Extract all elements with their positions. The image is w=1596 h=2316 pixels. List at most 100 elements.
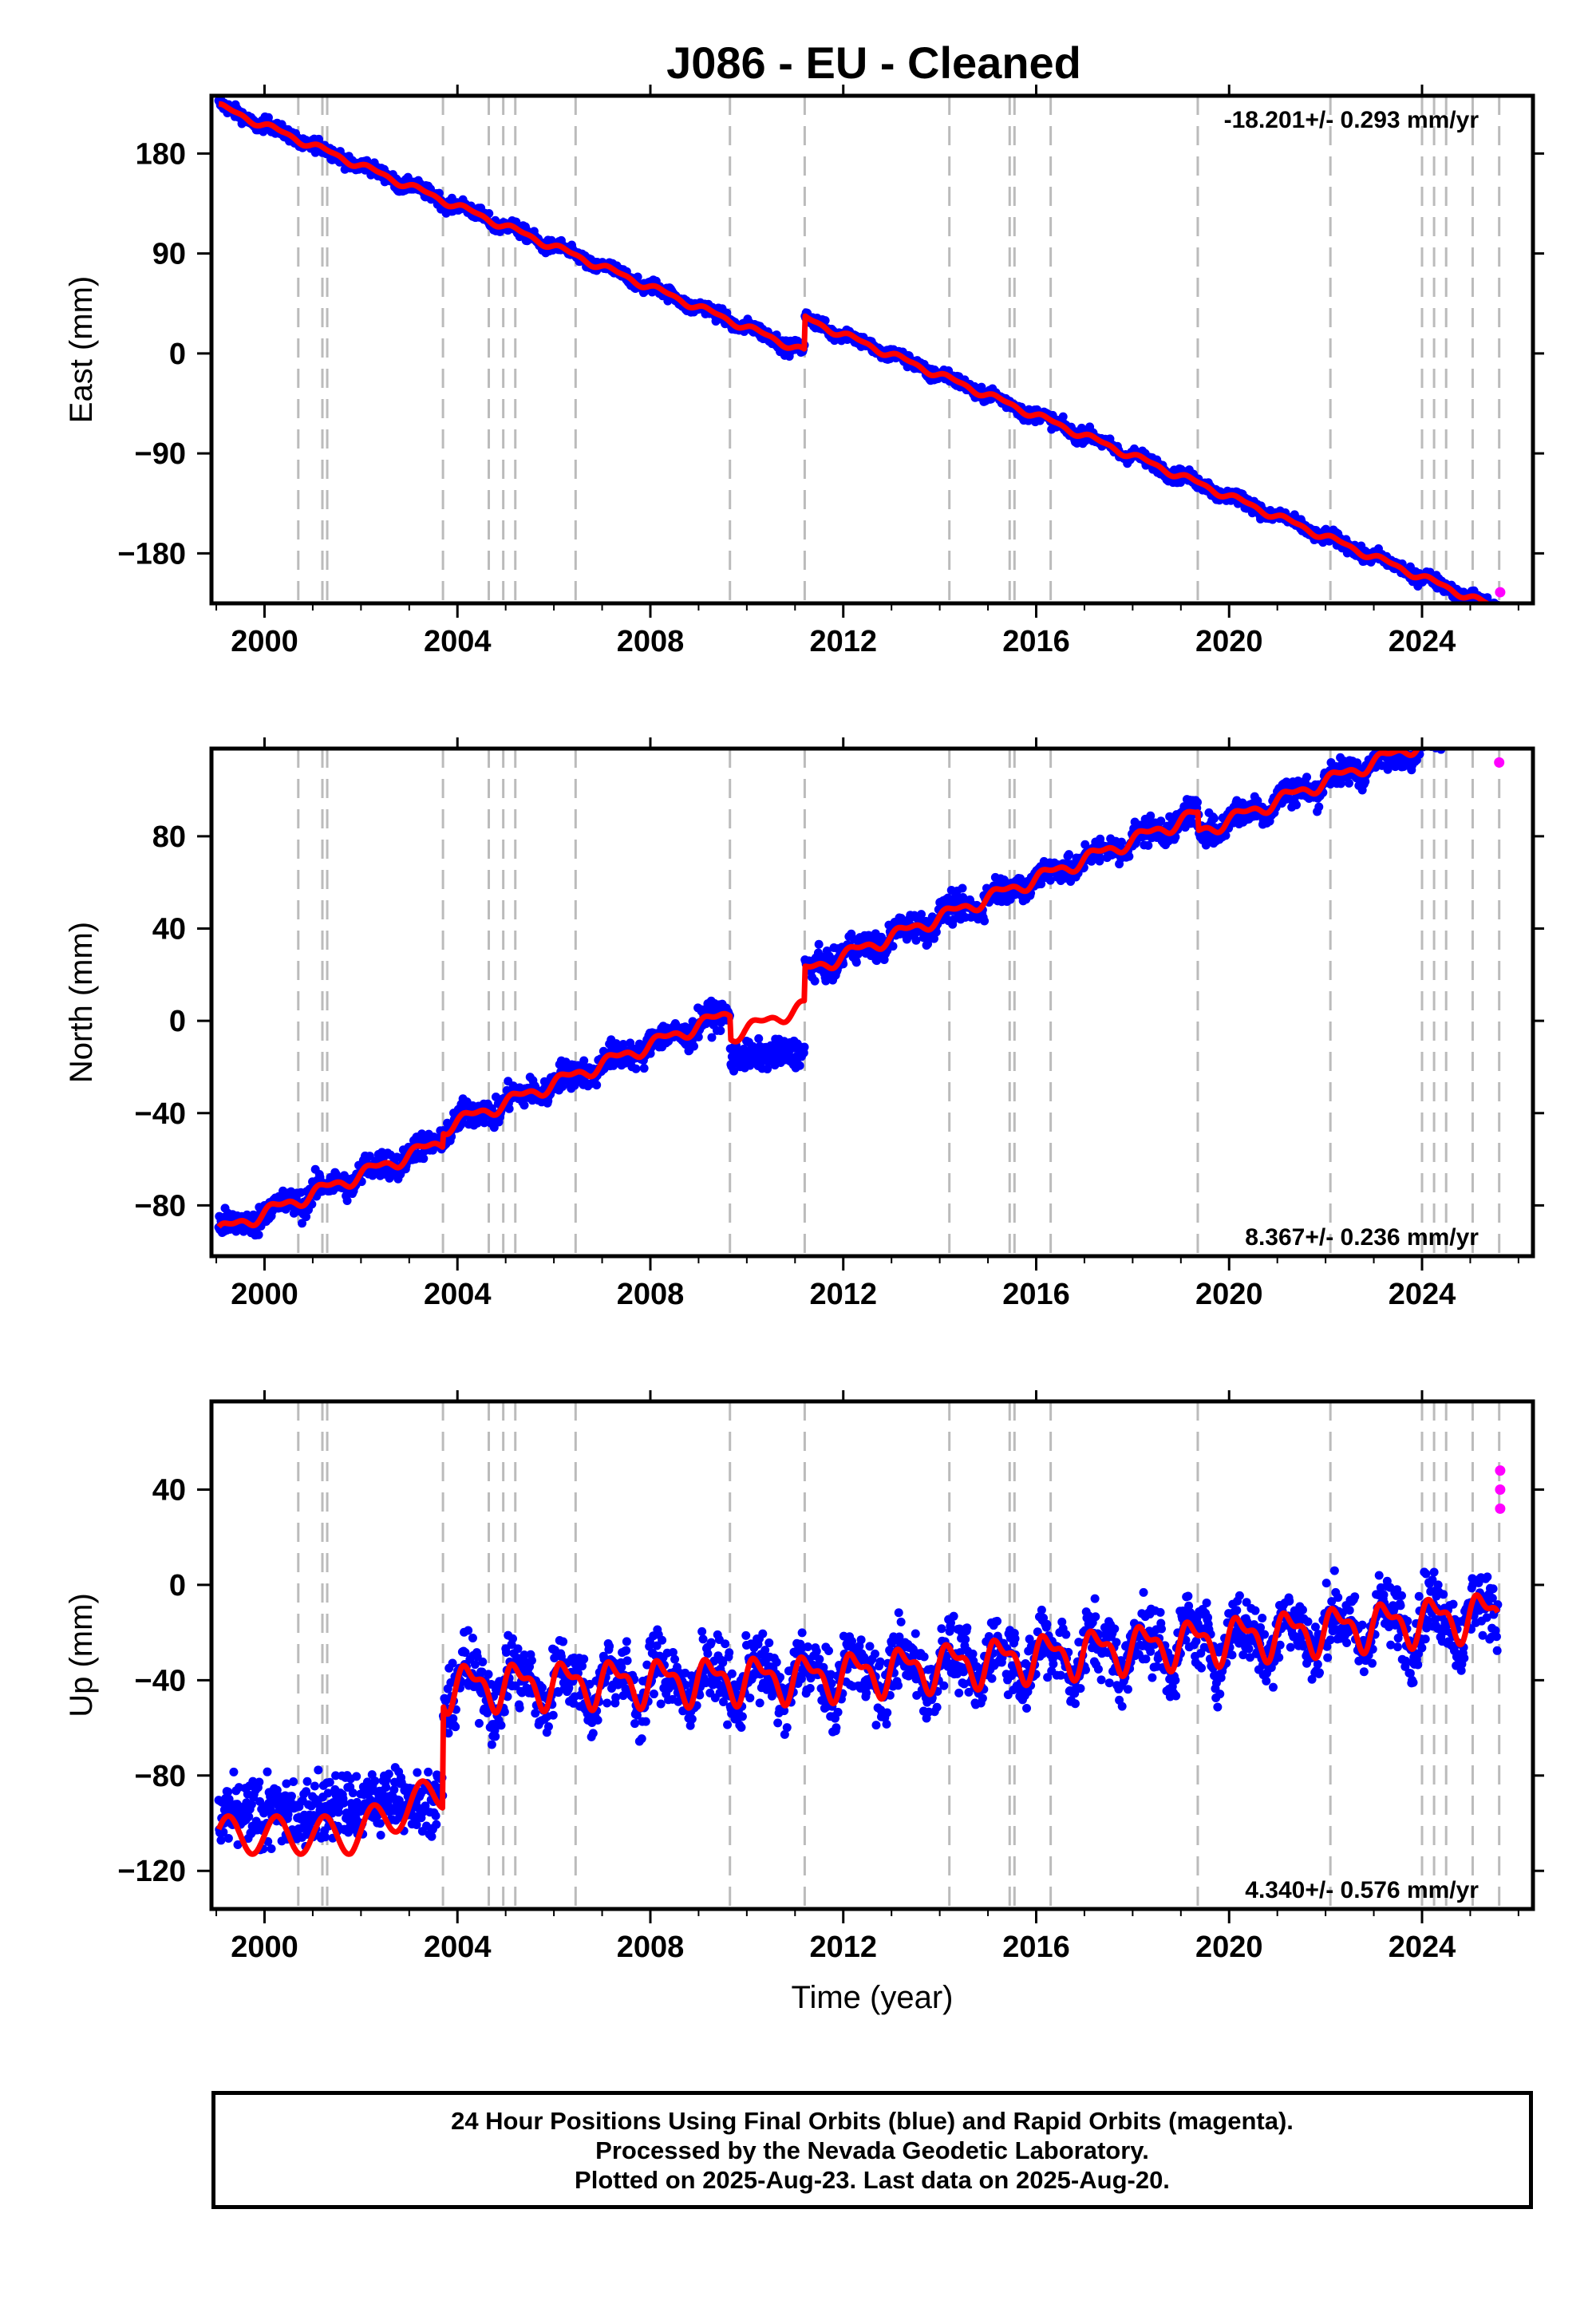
north-point xyxy=(1489,714,1498,723)
north-point xyxy=(1446,731,1455,740)
north-point xyxy=(1489,711,1498,720)
north-point xyxy=(1064,850,1073,860)
up-point xyxy=(255,1777,264,1787)
east-point xyxy=(1489,607,1498,615)
up-point xyxy=(389,1785,399,1795)
chart-title: J086 - EU - Cleaned xyxy=(666,38,1081,88)
north-point xyxy=(1448,728,1457,737)
north-point xyxy=(911,935,921,945)
north-point xyxy=(1476,713,1484,721)
north-point xyxy=(1451,725,1460,734)
north-point xyxy=(1456,727,1464,736)
north-point xyxy=(1482,715,1491,724)
north-point xyxy=(1424,731,1432,740)
north-point xyxy=(1472,705,1481,714)
north-x-tick-label: 2016 xyxy=(1002,1278,1070,1311)
north-point xyxy=(1485,705,1494,713)
north-point xyxy=(1476,716,1485,725)
up-point xyxy=(302,1777,312,1786)
north-point xyxy=(1493,715,1502,724)
up-point xyxy=(267,1844,276,1854)
north-point xyxy=(1460,737,1468,745)
north-point xyxy=(1453,729,1462,738)
north-x-tick-label: 2012 xyxy=(809,1278,877,1311)
east-y-axis-label: East (mm) xyxy=(64,276,99,423)
north-point xyxy=(1404,734,1413,743)
north-point xyxy=(1474,702,1483,710)
north-point xyxy=(754,1034,764,1043)
east-x-tick-label: 2020 xyxy=(1195,625,1263,658)
north-point xyxy=(1420,726,1428,735)
up-point xyxy=(376,1831,385,1840)
north-point xyxy=(1483,708,1492,717)
north-point xyxy=(1432,736,1441,745)
north-point xyxy=(1420,728,1429,737)
north-point xyxy=(1437,730,1446,739)
north-point xyxy=(1382,737,1391,745)
north-point xyxy=(1442,737,1451,746)
north-point xyxy=(1454,731,1463,740)
north-point xyxy=(1479,707,1487,716)
north-point xyxy=(795,1061,804,1070)
east-final-orbit-points xyxy=(214,96,1506,615)
north-point xyxy=(1455,734,1464,743)
north-frame xyxy=(209,746,1535,1259)
north-point xyxy=(1420,724,1428,733)
north-point xyxy=(1468,710,1476,719)
north-point xyxy=(1291,800,1301,810)
north-point xyxy=(1456,730,1465,739)
north-point xyxy=(1441,737,1450,745)
north-point xyxy=(1460,737,1469,745)
north-point xyxy=(1373,737,1381,746)
north-point xyxy=(1432,736,1441,745)
north-point xyxy=(1472,713,1481,722)
north-point xyxy=(1438,725,1447,734)
east-y-tick-label: 90 xyxy=(152,238,186,271)
east-x-tick-label: 2000 xyxy=(231,625,298,658)
north-point xyxy=(1474,714,1483,723)
up-point xyxy=(223,1833,233,1843)
north-point xyxy=(1449,733,1458,742)
north-x-tick-label: 2020 xyxy=(1195,1278,1263,1311)
north-point xyxy=(592,1081,602,1090)
north-point xyxy=(1393,739,1401,748)
north-point xyxy=(1462,731,1471,740)
north-point xyxy=(1429,721,1438,730)
north-point xyxy=(1450,723,1459,732)
east-y-tick-label: −90 xyxy=(135,437,186,471)
north-y-tick-label: −40 xyxy=(135,1097,186,1131)
north-model-line xyxy=(216,749,1421,1229)
north-point xyxy=(1473,694,1482,702)
up-point xyxy=(244,1812,254,1821)
north-point xyxy=(1116,837,1126,847)
north-point xyxy=(1457,726,1466,735)
north-point xyxy=(1481,719,1490,728)
north-point xyxy=(1344,778,1353,788)
north-point xyxy=(1440,729,1449,737)
north-point xyxy=(1416,733,1424,741)
east-point xyxy=(1491,606,1500,615)
north-point xyxy=(1444,726,1453,735)
north-point xyxy=(1466,723,1475,732)
north-point xyxy=(1438,733,1447,741)
up-point xyxy=(321,1832,330,1842)
up-point xyxy=(325,1777,334,1787)
north-point xyxy=(1470,707,1479,716)
north-point xyxy=(1436,724,1445,733)
north-point xyxy=(1361,777,1370,786)
north-point xyxy=(958,883,967,893)
north-point xyxy=(1464,724,1472,733)
north-point xyxy=(1430,728,1439,737)
north-point xyxy=(1378,738,1387,747)
north-point xyxy=(1440,723,1448,732)
north-point xyxy=(1444,732,1452,741)
north-point xyxy=(1476,709,1485,717)
east-x-tick-label: 2016 xyxy=(1002,625,1070,658)
up-point xyxy=(216,1836,226,1845)
north-point xyxy=(1426,737,1435,746)
north-point xyxy=(1443,723,1452,732)
north-y-axis-label: North (mm) xyxy=(64,922,99,1083)
north-x-tick-label: 2000 xyxy=(231,1278,298,1311)
north-point xyxy=(419,1154,429,1164)
